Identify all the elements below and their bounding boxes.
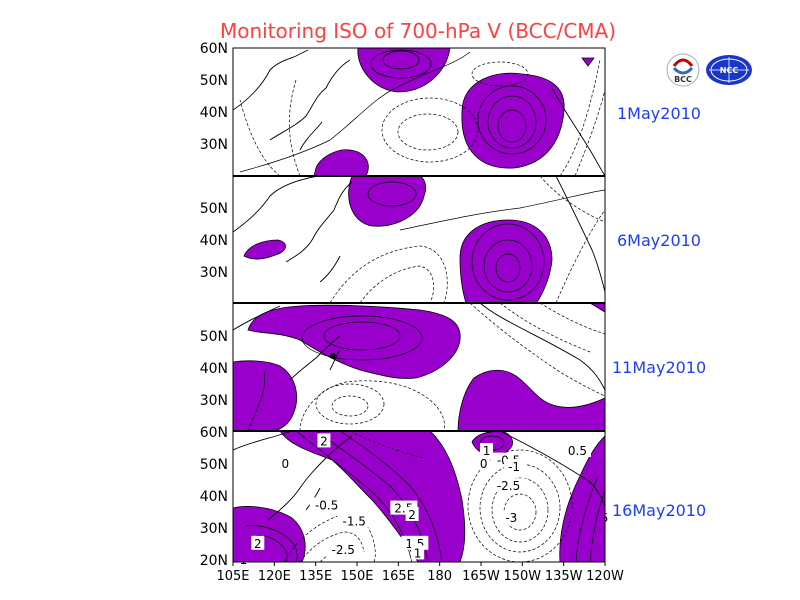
contour-label: 2: [254, 537, 262, 551]
y-axis: 50N 40N 30N: [200, 329, 228, 409]
shaded-region: [233, 360, 297, 431]
svg-text:40N: 40N: [200, 233, 228, 249]
panel-separators: [233, 175, 605, 432]
shaded-region: [459, 219, 553, 303]
y-axis: 60N 50N 40N 30N: [200, 41, 228, 153]
svg-text:NCC: NCC: [720, 66, 739, 75]
shaded-region: [243, 239, 286, 260]
contour-lines: [367, 181, 605, 301]
panel-1-map: [233, 48, 605, 176]
contour-lines-negative: [239, 59, 605, 176]
contour-label-box: [504, 459, 525, 473]
shaded-region: [313, 149, 369, 176]
panel-date: 1May2010: [617, 104, 701, 123]
svg-text:20N: 20N: [200, 553, 228, 569]
x-tick-label: 165W: [462, 569, 500, 584]
contour-lines-negative: [299, 303, 605, 431]
figure-title: Monitoring ISO of 700-hPa V (BCC/CMA): [220, 19, 616, 43]
contour-label-box: [563, 443, 591, 457]
svg-text:60N: 60N: [200, 425, 228, 441]
coastline: [233, 431, 605, 521]
x-tick-label: 120E: [258, 569, 291, 584]
contour-label: 2: [408, 508, 416, 522]
contour-label: 0.5: [568, 444, 587, 458]
contour-label: 0: [480, 457, 488, 471]
x-tick-label: 165E: [382, 569, 415, 584]
contour-label-box: [326, 542, 361, 557]
contour-label: -1: [508, 460, 520, 474]
bcc-logo: BCC: [666, 53, 700, 87]
contour-label-box: [480, 443, 494, 457]
contour-label: -2.5: [497, 479, 520, 493]
x-tick-label: 150E: [340, 569, 373, 584]
x-tick-label: 135E: [299, 569, 332, 584]
panel-3-map: [233, 303, 605, 431]
coastline: [233, 49, 605, 176]
contour-label-box: [491, 478, 526, 493]
contour-label-box: [337, 513, 372, 528]
x-tick-label: 120W: [586, 569, 624, 584]
x-tick-label: 150W: [503, 569, 541, 584]
svg-text:30N: 30N: [200, 265, 228, 281]
shaded-region: [457, 369, 605, 431]
contour-label: 1: [483, 444, 491, 458]
svg-text:30N: 30N: [200, 137, 228, 153]
contour-label-box: [251, 535, 265, 550]
svg-text:50N: 50N: [200, 73, 228, 89]
coastline: [233, 176, 605, 293]
contour-label: -1.5: [343, 514, 366, 528]
svg-text:60N: 60N: [200, 41, 228, 57]
shaded-region: [589, 303, 605, 313]
x-tick-label: 135W: [545, 569, 583, 584]
shaded-region: [581, 57, 595, 67]
contour-label-box: [477, 455, 491, 470]
svg-text:50N: 50N: [200, 201, 228, 217]
y-axis: 60N 50N 40N 30N 20N: [200, 425, 228, 569]
svg-text:50N: 50N: [200, 329, 228, 345]
svg-text:BCC: BCC: [674, 75, 692, 84]
svg-text:30N: 30N: [200, 521, 228, 537]
contour-lines: [239, 49, 547, 173]
contour-label: 0: [282, 457, 290, 471]
panel-2-map: [233, 176, 605, 303]
panel-1may2010: 210-1-2-212345-1 60N 50N 40N 30N 1May201…: [200, 41, 701, 567]
contour-label: 1: [414, 546, 422, 560]
contour-lines-negative: [329, 176, 605, 303]
coastline: [233, 303, 605, 391]
contour-label-box: [278, 455, 292, 470]
svg-text:40N: 40N: [200, 361, 228, 377]
x-tick-label: 180: [427, 569, 452, 584]
contour-label: 2: [320, 434, 328, 448]
contour-label-box: [501, 510, 522, 525]
svg-text:40N: 40N: [200, 489, 228, 505]
x-axis: 105E 120E 135E 150E 165E 180 165W 150W 135W 120W: [216, 562, 624, 584]
x-tick-label: 105E: [216, 569, 249, 584]
contour-label: -3: [505, 511, 517, 525]
y-axis: 50N 40N 30N: [200, 201, 228, 281]
panel-16may2010: 210-0.50.5-1-2.5-30-0.5-1.5-2.52.521.512…: [200, 425, 706, 569]
ncc-logo: NCC: [706, 55, 752, 85]
contour-labels: 210-0.50.5-1-2.5-30-0.5-1.5-2.52.521.512: [251, 433, 591, 560]
shaded-region: [357, 48, 451, 93]
svg-text:50N: 50N: [200, 457, 228, 473]
panel-date: 6May2010: [617, 231, 701, 250]
svg-text:40N: 40N: [200, 105, 228, 121]
shaded-region: [233, 506, 306, 562]
panel-date: 11May2010: [612, 358, 706, 377]
contour-label: -2.5: [332, 543, 355, 557]
contour-label-box: [405, 507, 419, 521]
contour-label-box: [309, 497, 344, 512]
contour-label-box: [317, 433, 331, 448]
contour-label: -0.5: [315, 498, 338, 512]
svg-text:30N: 30N: [200, 393, 228, 409]
contour-lines: [247, 315, 423, 431]
shaded-region: [348, 176, 427, 227]
contour-label-box: [411, 545, 425, 560]
panel-date: 16May2010: [612, 501, 706, 520]
